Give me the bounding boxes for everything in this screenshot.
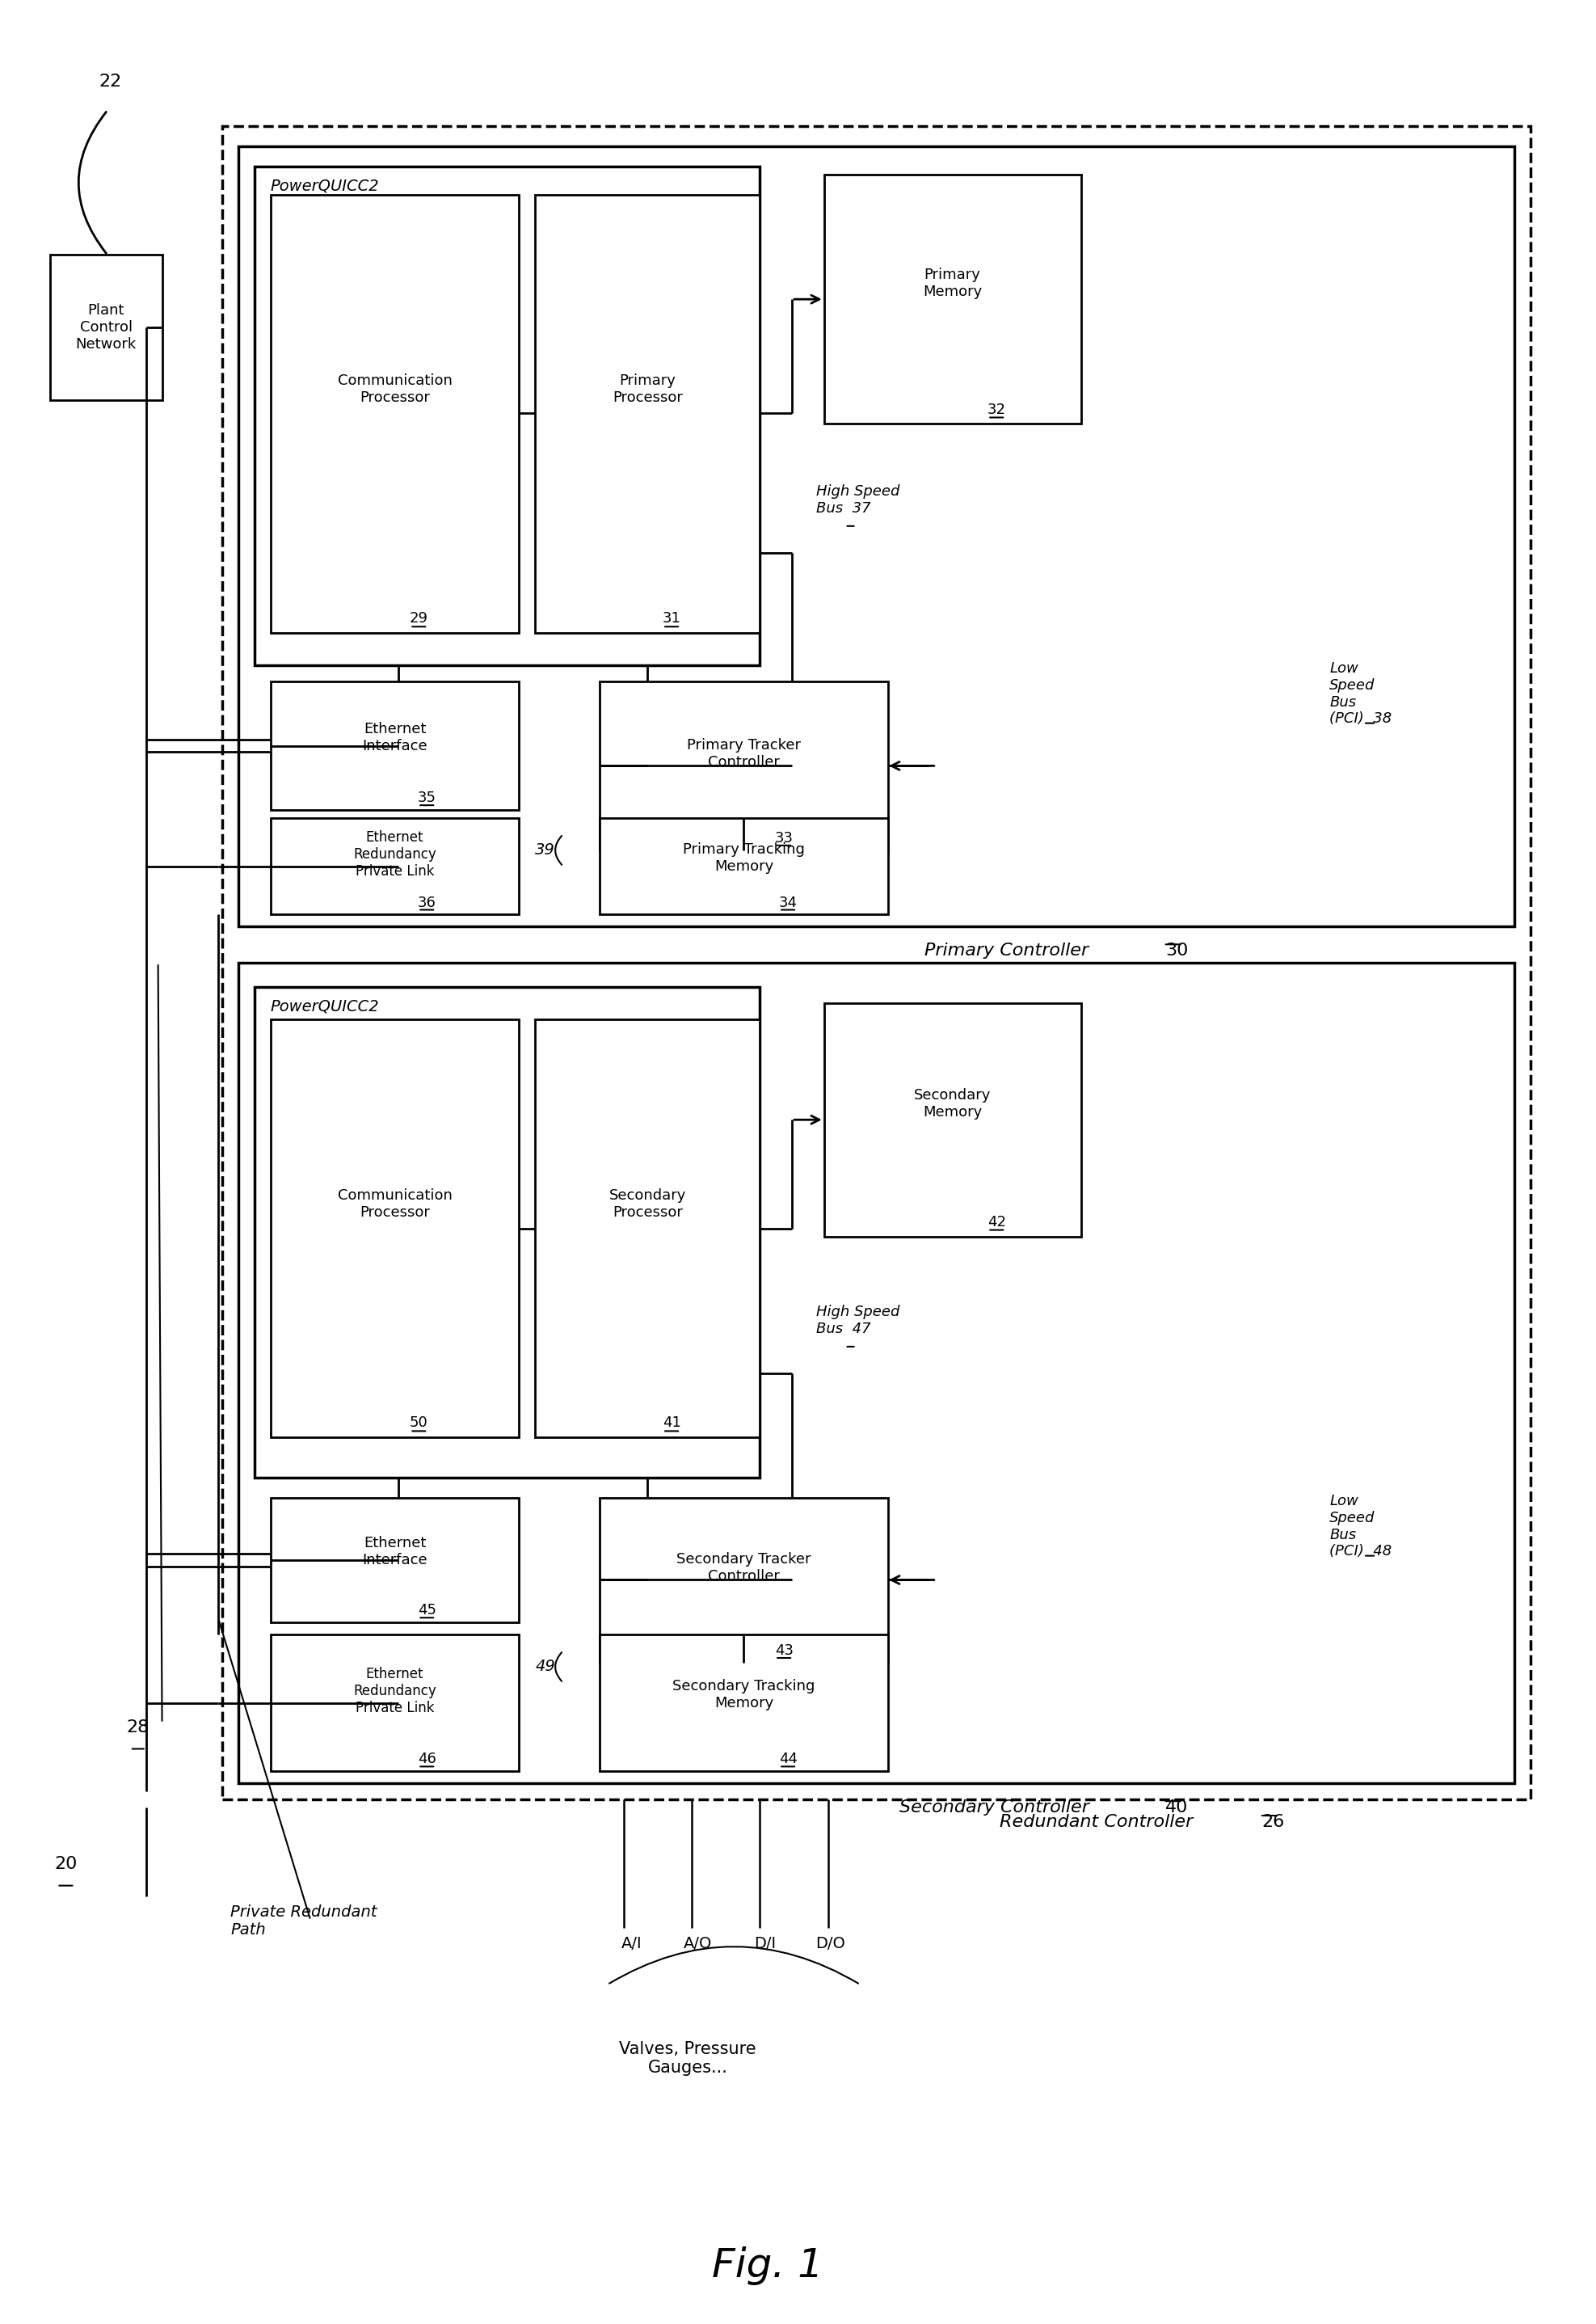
Text: 29: 29	[410, 611, 428, 625]
Text: 39: 39	[535, 841, 555, 858]
Text: Primary
Memory: Primary Memory	[922, 267, 982, 300]
Bar	[222, 125, 1531, 1799]
Text: 34: 34	[779, 895, 798, 909]
Text: Primary
Processor: Primary Processor	[613, 374, 683, 404]
Text: 26: 26	[1261, 1815, 1285, 1831]
Text: 41: 41	[662, 1415, 681, 1429]
Text: 33: 33	[774, 832, 793, 846]
Text: Primary Tracking
Memory: Primary Tracking Memory	[683, 844, 804, 874]
Text: High Speed
Bus  47: High Speed Bus 47	[816, 1304, 900, 1336]
Bar	[270, 1634, 519, 1771]
Text: 46: 46	[418, 1752, 436, 1766]
Text: 30: 30	[1165, 944, 1187, 960]
Text: A/I: A/I	[621, 1936, 642, 1952]
Text: A/O: A/O	[683, 1936, 712, 1952]
Bar	[600, 681, 889, 851]
Bar	[270, 681, 519, 811]
Text: 20: 20	[54, 1857, 77, 1871]
Text: Ethernet
Interface: Ethernet Interface	[362, 723, 428, 753]
Text: 43: 43	[774, 1643, 793, 1657]
Text: PowerQUICC2: PowerQUICC2	[270, 999, 380, 1016]
Text: Secondary Controller: Secondary Controller	[899, 1799, 1088, 1815]
Text: Secondary
Processor: Secondary Processor	[610, 1188, 686, 1220]
Text: D/I: D/I	[753, 1936, 776, 1952]
Text: Private Redundant
Path: Private Redundant Path	[230, 1903, 377, 1938]
Text: Secondary
Memory: Secondary Memory	[915, 1088, 991, 1120]
Text: Ethernet
Interface: Ethernet Interface	[362, 1536, 428, 1566]
Bar	[824, 174, 1080, 423]
Bar	[600, 1499, 889, 1662]
Text: Communication
Processor: Communication Processor	[337, 374, 452, 404]
Text: 49: 49	[535, 1659, 555, 1673]
Text: Low
Speed
Bus
(PCI)  38: Low Speed Bus (PCI) 38	[1329, 662, 1392, 725]
Text: 28: 28	[126, 1720, 150, 1736]
Text: Secondary Tracker
Controller: Secondary Tracker Controller	[677, 1552, 811, 1583]
Text: D/O: D/O	[816, 1936, 846, 1952]
Text: 45: 45	[418, 1604, 436, 1618]
Text: 44: 44	[779, 1752, 798, 1766]
Text: Low
Speed
Bus
(PCI)  48: Low Speed Bus (PCI) 48	[1329, 1494, 1392, 1559]
Text: Fig. 1: Fig. 1	[712, 2247, 824, 2284]
Bar	[270, 818, 519, 916]
Bar	[49, 256, 163, 400]
Bar	[270, 195, 519, 632]
Bar	[600, 1634, 889, 1771]
Text: High Speed
Bus  37: High Speed Bus 37	[816, 483, 900, 516]
Text: Redundant Controller: Redundant Controller	[999, 1815, 1194, 1831]
Text: Communication
Processor: Communication Processor	[337, 1188, 452, 1220]
Bar	[270, 1499, 519, 1622]
Text: Ethernet
Redundancy
Private Link: Ethernet Redundancy Private Link	[353, 830, 436, 878]
Text: Ethernet
Redundancy
Private Link: Ethernet Redundancy Private Link	[353, 1666, 436, 1715]
Text: 35: 35	[418, 790, 436, 804]
Text: 32: 32	[988, 402, 1005, 416]
Text: 36: 36	[418, 895, 436, 909]
Text: Valves, Pressure
Gauges...: Valves, Pressure Gauges...	[619, 2040, 757, 2075]
Text: 31: 31	[662, 611, 681, 625]
Text: Secondary Tracking
Memory: Secondary Tracking Memory	[672, 1680, 816, 1710]
Text: Primary Controller: Primary Controller	[924, 944, 1088, 960]
Bar	[238, 962, 1515, 1783]
Bar	[254, 167, 760, 665]
Bar	[270, 1020, 519, 1439]
Text: 22: 22	[99, 74, 121, 91]
Text: Primary Tracker
Controller: Primary Tracker Controller	[686, 739, 801, 769]
Text: 50: 50	[410, 1415, 428, 1429]
Bar	[600, 818, 889, 916]
Text: 42: 42	[988, 1215, 1005, 1229]
Bar	[535, 195, 760, 632]
Bar	[238, 146, 1515, 927]
Text: Plant
Control
Network: Plant Control Network	[75, 304, 136, 351]
Text: PowerQUICC2: PowerQUICC2	[270, 179, 380, 193]
Bar	[824, 1004, 1080, 1236]
Bar	[535, 1020, 760, 1439]
Text: 40: 40	[1165, 1799, 1187, 1815]
Bar	[254, 988, 760, 1478]
